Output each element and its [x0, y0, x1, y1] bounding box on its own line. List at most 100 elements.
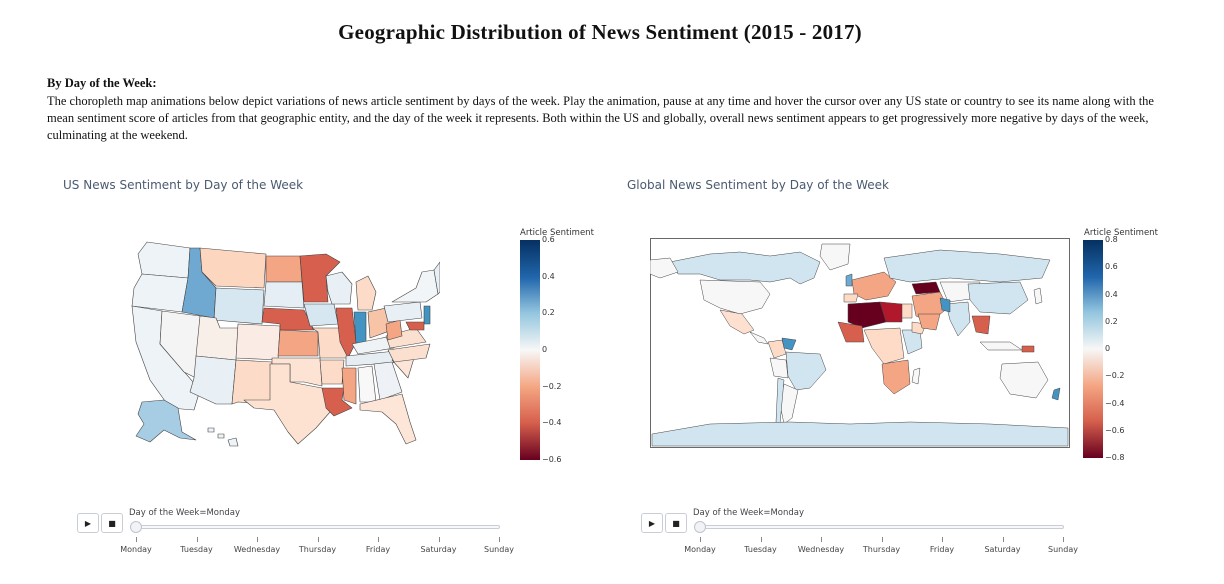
state-hawaii[interactable] [207, 427, 239, 447]
country-turkey-iran[interactable] [911, 281, 941, 295]
country-venezuela[interactable] [781, 337, 797, 351]
country-russia[interactable] [883, 249, 1051, 283]
slider-day-label[interactable]: Monday [120, 545, 152, 554]
us-slider-handle[interactable] [130, 521, 142, 533]
state-montana[interactable] [199, 247, 267, 289]
country-png[interactable] [1021, 345, 1035, 353]
slider-tick-mark [760, 537, 762, 542]
stop-icon: ■ [672, 518, 680, 528]
slider-day-label[interactable]: Thursday [298, 545, 337, 554]
world-play-button[interactable]: ▶ [641, 513, 663, 533]
country-greenland[interactable] [819, 243, 851, 271]
colorbar-tick-label: 0.6 [1105, 262, 1118, 272]
country-spain[interactable] [843, 293, 859, 303]
slider-day-label[interactable]: Wednesday [233, 545, 281, 554]
state-alabama[interactable] [357, 365, 377, 403]
state-colorado[interactable] [235, 323, 281, 361]
country-mexico[interactable] [719, 309, 755, 335]
country-north-africa[interactable] [847, 301, 887, 329]
country-madagascar[interactable] [911, 367, 921, 385]
state-pennsylvania[interactable] [383, 301, 423, 323]
country-libya[interactable] [879, 301, 903, 323]
state-arkansas[interactable] [319, 359, 345, 385]
state-south-dakota[interactable] [263, 281, 305, 309]
colorbar-tick-label: 0.8 [1105, 235, 1118, 244]
country-pakistan[interactable] [939, 297, 951, 313]
country-india[interactable] [945, 301, 971, 337]
state-new-england[interactable] [433, 261, 440, 295]
world-colorbar-gradient [1083, 240, 1103, 458]
stop-icon: ■ [108, 518, 116, 528]
country-arabia[interactable] [917, 313, 941, 331]
country-china[interactable] [967, 281, 1029, 315]
slider-day-label[interactable]: Sunday [484, 545, 514, 554]
slider-day-label[interactable]: Friday [365, 545, 391, 554]
colorbar-tick-label: 0.2 [542, 308, 555, 318]
us-slider-rail[interactable] [130, 525, 500, 529]
country-new-zealand[interactable] [1051, 387, 1061, 401]
colorbar-tick-label: 0 [1105, 344, 1111, 353]
state-michigan[interactable] [355, 275, 377, 311]
state-iowa[interactable] [303, 303, 339, 327]
country-southeast-asia[interactable] [971, 315, 991, 335]
world-slider-rail[interactable] [694, 525, 1064, 529]
slider-day-label[interactable]: Saturday [420, 545, 457, 554]
state-kansas[interactable] [277, 329, 319, 357]
country-southern-africa[interactable] [881, 359, 911, 395]
country-australia[interactable] [999, 361, 1049, 399]
slider-day-label[interactable]: Wednesday [797, 545, 845, 554]
slider-day-label[interactable]: Tuesday [180, 545, 213, 554]
state-north-carolina[interactable] [387, 343, 431, 363]
state-washington[interactable] [137, 241, 191, 279]
us-stop-button[interactable]: ■ [101, 513, 123, 533]
state-wyoming[interactable] [213, 287, 265, 325]
colorbar-tick-label: −0.6 [542, 455, 562, 464]
state-alaska[interactable] [135, 399, 197, 443]
country-usa[interactable] [699, 279, 771, 315]
state-indiana[interactable] [353, 311, 367, 345]
slider-day-label[interactable]: Saturday [984, 545, 1021, 554]
state-kentucky[interactable] [351, 335, 395, 355]
state-new-jersey[interactable] [423, 305, 431, 325]
country-west-africa[interactable] [837, 321, 865, 343]
state-texas[interactable] [243, 363, 331, 445]
state-nevada[interactable] [159, 310, 201, 379]
slider-tick-mark [196, 537, 198, 542]
world-choropleth-map[interactable] [650, 238, 1070, 448]
country-egypt[interactable] [901, 303, 913, 319]
country-japan[interactable] [1033, 287, 1043, 305]
state-north-dakota[interactable] [265, 255, 303, 283]
slider-day-label[interactable]: Monday [684, 545, 716, 554]
country-antarctica[interactable] [651, 421, 1069, 447]
state-maryland[interactable] [405, 321, 425, 331]
us-colorbar-gradient [520, 240, 540, 460]
state-wisconsin[interactable] [325, 271, 353, 305]
slider-day-label[interactable]: Sunday [1048, 545, 1078, 554]
state-virginia[interactable] [385, 327, 427, 349]
country-alaska[interactable] [650, 257, 679, 279]
slider-day-label[interactable]: Tuesday [744, 545, 777, 554]
country-central-africa[interactable] [863, 327, 905, 365]
country-uk[interactable] [845, 273, 853, 287]
state-new-mexico[interactable] [231, 359, 273, 405]
state-florida[interactable] [359, 393, 417, 445]
state-oregon[interactable] [131, 273, 189, 313]
us-choropleth-map[interactable] [120, 232, 440, 452]
colorbar-tick-label: −0.4 [1105, 398, 1125, 408]
us-play-button[interactable]: ▶ [77, 513, 99, 533]
world-stop-button[interactable]: ■ [665, 513, 687, 533]
state-georgia[interactable] [373, 361, 403, 401]
world-slider-handle[interactable] [694, 521, 706, 533]
country-peru[interactable] [769, 357, 789, 379]
state-new-york[interactable] [391, 269, 439, 303]
state-illinois[interactable] [335, 307, 357, 359]
slider-day-label[interactable]: Thursday [862, 545, 901, 554]
slider-day-label[interactable]: Friday [929, 545, 955, 554]
country-central-america[interactable] [749, 331, 769, 345]
play-icon: ▶ [84, 518, 92, 528]
slider-tick-mark [136, 537, 137, 542]
state-utah[interactable] [195, 315, 239, 361]
us-colorbar-title: Article Sentiment [520, 228, 594, 238]
state-mississippi[interactable] [341, 367, 357, 405]
country-canada[interactable] [669, 251, 821, 285]
